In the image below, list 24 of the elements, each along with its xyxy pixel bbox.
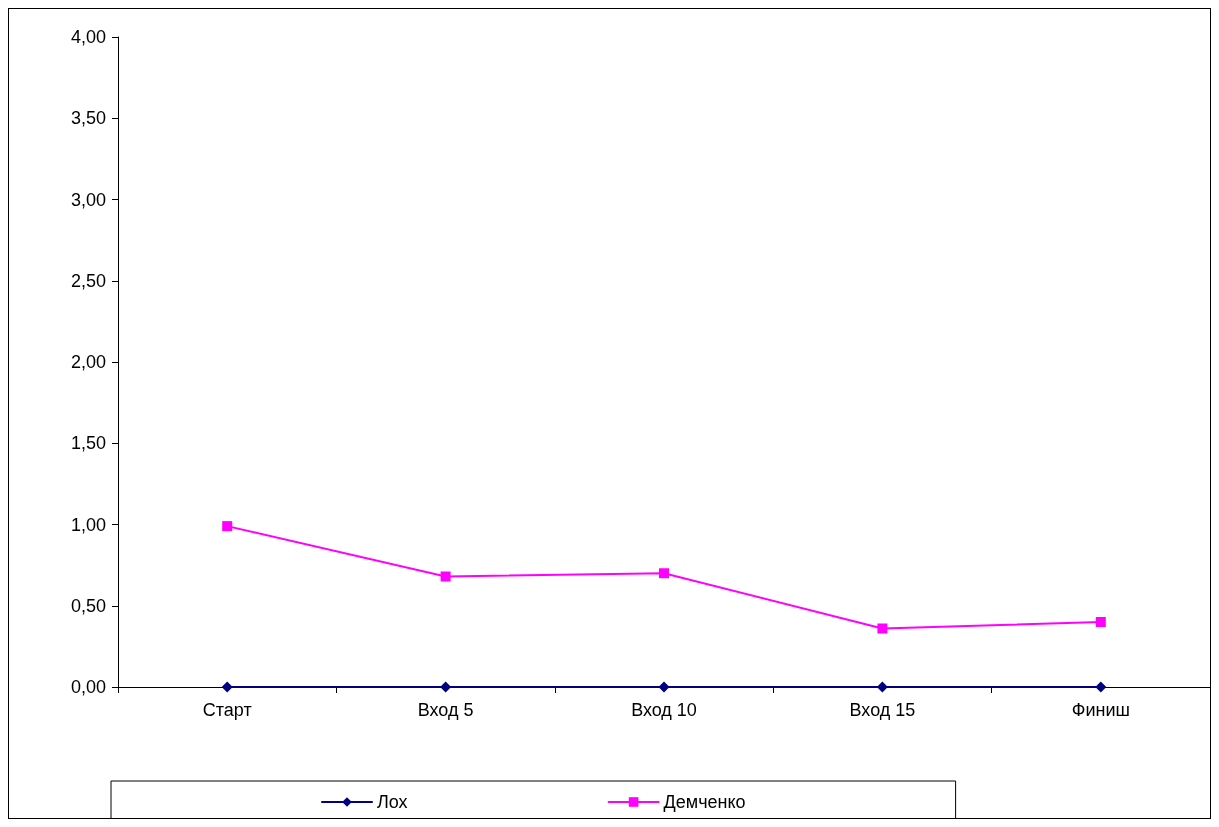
point	[221, 681, 233, 693]
x-tick-label: Вход 15	[849, 700, 916, 720]
x-tick-label: Старт	[202, 700, 252, 720]
y-tick-label: 1,50	[70, 433, 106, 454]
point	[440, 571, 451, 582]
point	[1095, 681, 1107, 693]
x-tick-label: Вход 10	[631, 700, 697, 720]
x-tick-label: Вход 5	[417, 700, 474, 720]
y-tick-label: 2,50	[70, 270, 106, 291]
y-tick-label: 0,00	[70, 677, 106, 697]
y-tick-label: 3,00	[70, 189, 106, 210]
point	[1095, 617, 1106, 627]
x-tick-label: Финиш	[1071, 700, 1130, 720]
point	[877, 623, 888, 634]
point	[659, 568, 669, 579]
y-tick-label: 0,50	[70, 595, 106, 616]
legend-label: Демченко	[663, 792, 746, 812]
point	[222, 521, 233, 532]
y-tick-label: 2,00	[70, 352, 106, 372]
legend-label: Лох	[377, 792, 408, 812]
y-tick-label: 3,50	[70, 108, 106, 129]
point	[658, 681, 670, 693]
y-tick-label: 4,00	[70, 27, 106, 47]
y-tick-label: 1,00	[70, 514, 106, 535]
